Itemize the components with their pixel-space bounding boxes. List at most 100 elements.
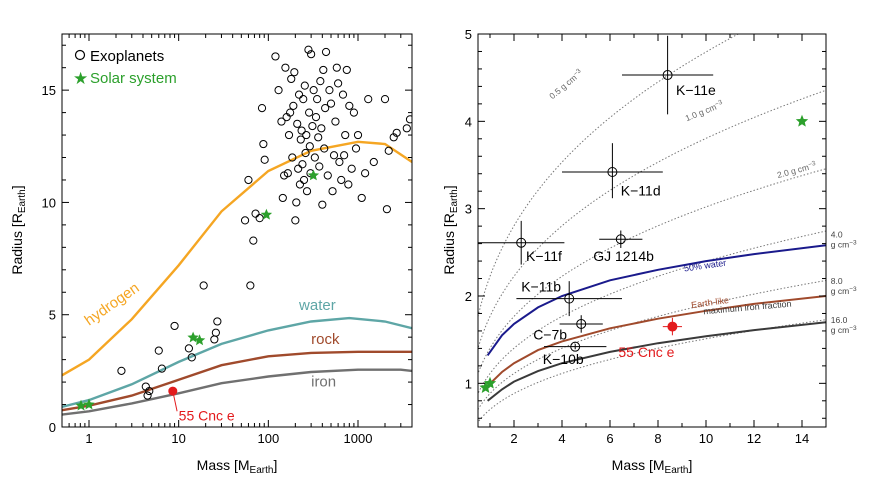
- exoplanet-point: [321, 104, 330, 113]
- exoplanet-point: [298, 160, 307, 169]
- exoplanet-point: [357, 193, 366, 203]
- exoplanet-point: [351, 144, 361, 153]
- exoplanet-point: [300, 81, 309, 90]
- exoplanet-point: [304, 45, 313, 54]
- exoplanet-point: [117, 366, 126, 375]
- exoplanet-point: [319, 65, 328, 75]
- exoplanet-point: [307, 50, 316, 59]
- exoplanet-point: [154, 346, 163, 355]
- exoplanet-point: [213, 317, 222, 326]
- curve-hydrogen: [62, 140, 412, 377]
- exoplanet-point: [320, 144, 329, 153]
- exoplanet-point: [392, 128, 401, 137]
- exoplanet-point: [259, 139, 268, 149]
- legend-exoplanets-marker: [74, 49, 86, 61]
- solar-system-point: [83, 398, 95, 410]
- planet-label: K−11e: [676, 82, 716, 98]
- exoplanet-point: [316, 77, 325, 86]
- x-tick-label: 8: [654, 431, 661, 446]
- y-tick-label: 2: [465, 289, 472, 304]
- curve-label-hydrogen: hydrogen: [82, 279, 143, 329]
- left-x-axis-label: Mass [MEarth]: [197, 457, 278, 476]
- exoplanet-point: [157, 364, 166, 373]
- exoplanet-point: [364, 95, 373, 104]
- density-label: 4.0: [831, 229, 843, 239]
- legend-exoplanets-label: Exoplanets: [90, 48, 164, 65]
- planet-point: [662, 70, 673, 81]
- exoplanet-point: [301, 148, 310, 158]
- right-x-axis-label: Mass [MEarth]: [612, 457, 693, 476]
- planet-point: [564, 293, 575, 304]
- x-tick-label: 10: [171, 431, 185, 446]
- curve-label-iron: iron: [311, 374, 336, 391]
- exoplanet-point: [342, 65, 351, 75]
- exoplanet-point: [305, 108, 314, 117]
- curve-rock: [62, 350, 412, 412]
- density-label-unit: g cm−3: [831, 239, 857, 249]
- y-tick-label: 1: [465, 376, 472, 391]
- exoplanet-point: [210, 335, 219, 344]
- planet-label: K−11d: [621, 183, 661, 199]
- exoplanet-point: [353, 130, 363, 140]
- exoplanet-point: [315, 162, 324, 171]
- exoplanet-point: [332, 63, 341, 72]
- exoplanet-point: [308, 121, 317, 131]
- exoplanet-point: [344, 180, 353, 189]
- density-label-unit: g cm−3: [831, 325, 857, 335]
- legend-solar-system-label: Solar system: [90, 70, 177, 87]
- exoplanet-point: [309, 86, 318, 95]
- exoplanet-point: [244, 175, 253, 185]
- exoplanet-point: [249, 236, 258, 245]
- exoplanet-point: [295, 180, 305, 189]
- exoplanet-point: [313, 95, 322, 104]
- planet-point: [607, 166, 618, 177]
- exoplanet-point: [337, 175, 346, 185]
- planet-point: [615, 234, 626, 245]
- y-tick-label: 5: [465, 27, 472, 42]
- exoplanet-point: [271, 52, 280, 61]
- exoplanet-point: [402, 124, 411, 133]
- exoplanet-point: [323, 171, 332, 180]
- exoplanet-point: [257, 104, 267, 113]
- exoplanet-point: [299, 175, 309, 185]
- density-label: 2.0 g cm−3: [776, 160, 818, 180]
- density-curve: [478, 89, 826, 351]
- exoplanet-point: [334, 79, 343, 88]
- exoplanet-point: [286, 108, 295, 117]
- model-curve-earth-like: [486, 295, 826, 387]
- solar-system-point: [795, 114, 809, 127]
- exoplanet-point: [292, 198, 301, 207]
- exoplanet-point: [321, 47, 331, 57]
- exoplanet-point: [288, 153, 297, 162]
- highlight-label-55-cnc-e: 55 Cnc e: [179, 407, 235, 423]
- exoplanet-point: [302, 130, 311, 140]
- density-curve: [478, 319, 826, 423]
- exoplanet-point: [347, 164, 356, 173]
- planet-label: C−7b: [533, 327, 567, 343]
- curve-label-rock: rock: [311, 331, 340, 348]
- exoplanet-point: [405, 115, 412, 124]
- exoplanet-point: [291, 216, 300, 225]
- y-tick-label: 3: [465, 202, 472, 217]
- exoplanet-point: [184, 344, 193, 353]
- exoplanet-point: [317, 124, 326, 133]
- exoplanet-point: [290, 68, 299, 77]
- x-tick-label: 12: [747, 431, 761, 446]
- x-tick-label: 100: [257, 431, 279, 446]
- exoplanet-point: [302, 187, 312, 196]
- exoplanet-point: [246, 281, 255, 290]
- x-tick-label: 1000: [344, 431, 373, 446]
- solar-system-point: [75, 399, 87, 411]
- exoplanet-point: [294, 164, 303, 173]
- legend-solar-system-marker: ★: [73, 69, 88, 88]
- x-tick-label: 6: [606, 431, 613, 446]
- exoplanet-point: [338, 90, 348, 99]
- model-curve-50-water: [486, 244, 826, 356]
- x-tick-label: 1: [85, 431, 92, 446]
- highlight-label-55-cnc-e: 55 Cnc e: [618, 344, 674, 360]
- planet-point: [516, 237, 527, 248]
- curve-water: [62, 316, 412, 408]
- planet-point: [576, 318, 587, 329]
- solar-system-point: [307, 169, 320, 181]
